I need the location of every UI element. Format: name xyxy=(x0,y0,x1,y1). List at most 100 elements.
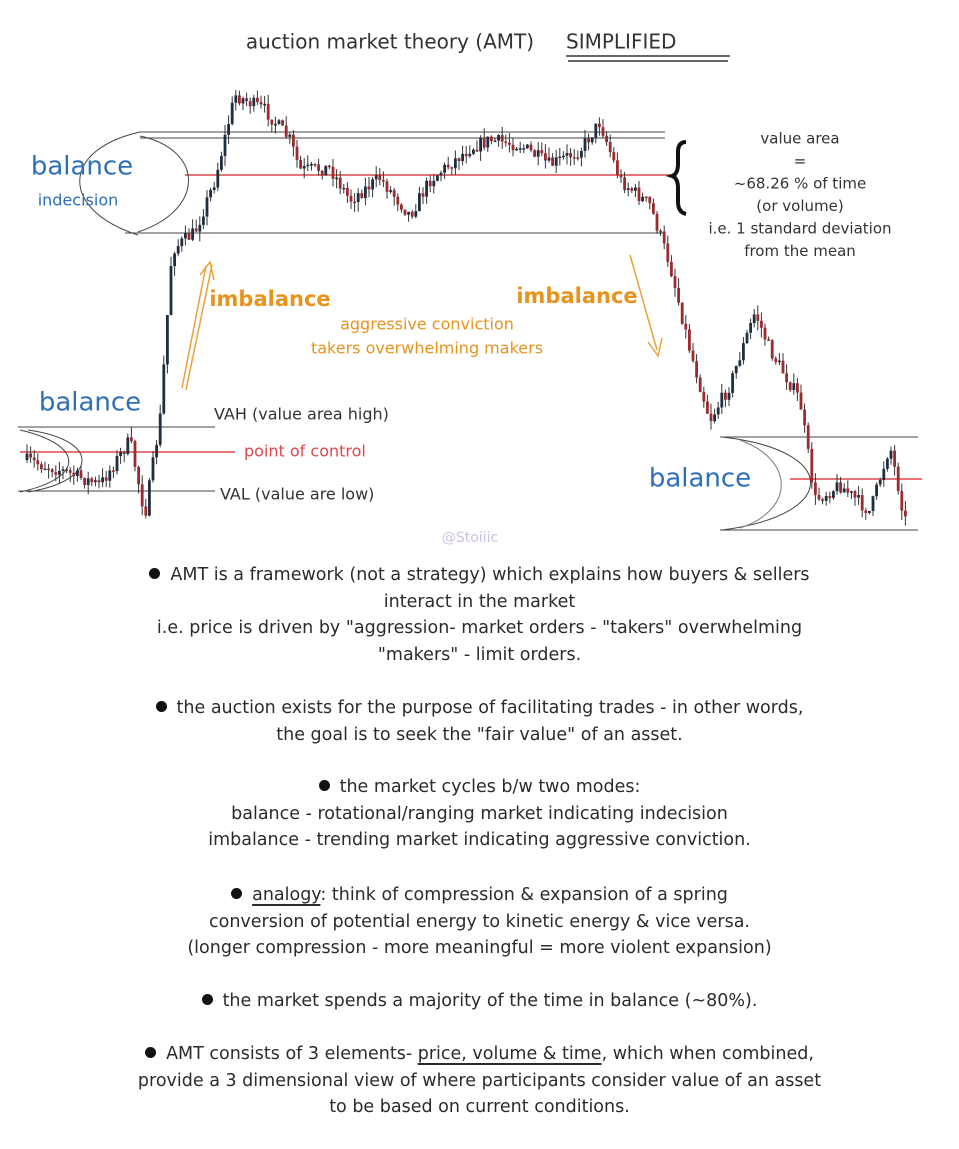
candle xyxy=(475,149,479,152)
imbalance-label: imbalance xyxy=(516,284,637,308)
candle xyxy=(806,425,810,449)
candle xyxy=(274,123,277,126)
candle xyxy=(270,119,274,125)
candle xyxy=(90,478,94,483)
bullet-text: balance - rotational/ranging market indi… xyxy=(231,803,728,824)
candle xyxy=(104,477,108,481)
candle xyxy=(310,163,313,166)
candle xyxy=(54,472,58,475)
candle xyxy=(302,165,306,169)
candle xyxy=(389,190,392,192)
candle xyxy=(504,141,508,144)
candle xyxy=(115,456,119,472)
bullet-text: interact in the market xyxy=(383,591,576,612)
candle xyxy=(745,332,749,344)
candle xyxy=(288,134,292,137)
bullet-dot xyxy=(145,1047,157,1058)
candle xyxy=(572,157,576,159)
candle xyxy=(803,409,806,426)
candle xyxy=(382,180,385,182)
profile xyxy=(137,135,189,233)
candle xyxy=(245,98,248,102)
candle xyxy=(198,224,202,232)
bullet-line: AMT is a framework (not a strategy) whic… xyxy=(0,565,959,585)
candle xyxy=(248,101,252,107)
candle xyxy=(317,164,320,171)
candle xyxy=(720,392,724,408)
candle xyxy=(850,491,853,493)
candle xyxy=(266,103,270,120)
candle xyxy=(79,470,83,478)
profile xyxy=(19,429,69,493)
candle xyxy=(590,137,594,143)
bullet-line: imbalance - trending market indicating a… xyxy=(0,830,959,850)
candle xyxy=(335,177,338,180)
bullet-line: conversion of potential energy to kineti… xyxy=(0,912,959,932)
candle xyxy=(72,472,76,476)
candle xyxy=(374,175,378,180)
bullet-text: the goal is to seek the "fair value" of … xyxy=(276,724,683,745)
candle xyxy=(216,169,220,188)
candle xyxy=(583,138,587,152)
diagram: auction market theory (AMT) SIMPLIFIED b… xyxy=(18,30,922,546)
candle xyxy=(83,477,86,485)
value-area-note: value area = ~68.26 % of time (or volume) i.… xyxy=(708,130,891,261)
candle xyxy=(580,151,583,158)
candle xyxy=(846,488,850,493)
candle xyxy=(652,203,655,214)
bullet-text: AMT consists of 3 elements- xyxy=(166,1044,418,1064)
candle xyxy=(428,180,432,187)
candle xyxy=(450,167,454,169)
candle xyxy=(94,480,97,483)
bullet-dot xyxy=(155,701,167,712)
bullet-line: i.e. price is driven by "aggression- mar… xyxy=(0,618,959,638)
candle xyxy=(342,187,346,190)
candle xyxy=(648,197,652,204)
candle xyxy=(774,358,778,362)
candle xyxy=(151,457,155,481)
bullet-line: analogy: think of compression & expansio… xyxy=(0,885,959,905)
candle xyxy=(842,488,846,493)
candle xyxy=(493,140,497,143)
title: auction market theory (AMT) xyxy=(246,30,534,54)
candle xyxy=(634,187,637,191)
underlined-text: price, volume & time xyxy=(417,1044,602,1064)
candle xyxy=(122,451,126,454)
candle xyxy=(551,157,554,166)
candle xyxy=(900,490,904,511)
candle xyxy=(457,158,461,162)
candle xyxy=(868,510,871,513)
candle xyxy=(691,350,695,361)
watermark: @Stoiiic xyxy=(442,530,498,546)
candle xyxy=(133,441,137,467)
candle xyxy=(187,233,191,240)
candle xyxy=(410,211,414,217)
bullet-text: i.e. price is driven by "aggression- mar… xyxy=(156,618,803,638)
candle xyxy=(468,153,472,157)
profile xyxy=(27,429,83,493)
note-line: (or volume) xyxy=(756,197,843,215)
bullet-line: provide a 3 dimensional view of where pa… xyxy=(0,1071,959,1091)
bullet-dot xyxy=(318,780,330,791)
bullet-text: conversion of potential energy to kineti… xyxy=(209,911,750,932)
candle xyxy=(558,156,562,159)
balance-label: balance xyxy=(39,388,141,418)
candle xyxy=(306,164,310,167)
candle xyxy=(515,148,518,151)
candle xyxy=(529,144,533,151)
bullet-line: AMT consists of 3 elements- price, volum… xyxy=(0,1044,959,1064)
candle xyxy=(738,360,742,366)
candle xyxy=(749,323,752,333)
candle xyxy=(482,137,486,148)
candle xyxy=(385,181,389,192)
candle xyxy=(576,157,580,159)
bullet-line: to be based on current conditions. xyxy=(0,1097,959,1117)
candle xyxy=(716,407,720,415)
candle xyxy=(860,495,864,511)
candle xyxy=(864,510,868,513)
note-line: i.e. 1 standard deviation xyxy=(708,220,891,238)
candle xyxy=(734,365,738,374)
candle xyxy=(371,179,374,190)
candle xyxy=(731,373,734,393)
